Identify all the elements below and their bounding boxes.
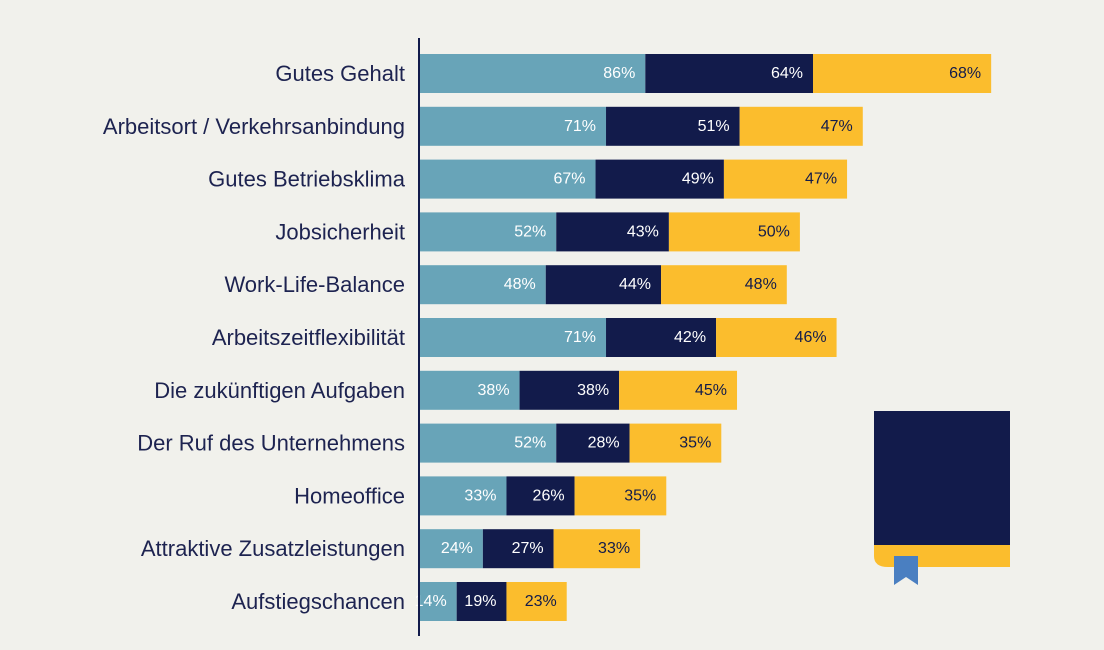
bar-segment-series-3 [619, 370, 738, 410]
category-label: Arbeitszeitflexibilität [212, 325, 405, 350]
bar-segment-series-1 [420, 54, 646, 93]
bar-segment-series-1 [420, 318, 607, 357]
value-label: 47% [805, 171, 837, 188]
value-label: 71% [564, 329, 596, 346]
bar-segment-series-3 [506, 582, 567, 621]
value-label: 50% [758, 223, 790, 240]
value-label: 48% [504, 276, 536, 293]
value-label: 49% [682, 171, 714, 188]
value-label: 24% [441, 540, 473, 557]
value-label: 67% [554, 171, 586, 188]
value-label: 52% [514, 435, 546, 452]
bar-segment-series-1 [420, 265, 546, 305]
bar-segment-series-3 [739, 106, 863, 146]
bar-segment-series-2 [645, 54, 813, 93]
category-label: Arbeitsort / Verkehrsanbindung [103, 114, 405, 139]
value-label: 71% [564, 118, 596, 135]
value-label: 35% [624, 487, 656, 504]
value-label: 38% [478, 382, 510, 399]
value-label: 14% [415, 593, 447, 610]
value-label: 38% [577, 382, 609, 399]
bar-segment-series-2 [482, 529, 554, 569]
value-label: 33% [598, 540, 630, 557]
bar-segment-series-3 [723, 159, 848, 199]
bar-segment-series-2 [519, 370, 620, 410]
bar-segment-series-3 [716, 318, 837, 357]
book-cover [874, 411, 1010, 547]
bar-segment-series-2 [595, 159, 724, 199]
value-label: 51% [698, 118, 730, 135]
category-label: Gutes Betriebsklima [208, 167, 406, 192]
bar-segment-series-2 [456, 582, 507, 621]
category-label: Die zukünftigen Aufgaben [154, 378, 405, 403]
value-label: 86% [603, 65, 635, 82]
bar-segment-series-1 [420, 582, 457, 621]
value-label: 27% [512, 540, 544, 557]
category-label: Work-Life-Balance [224, 272, 405, 297]
value-label: 33% [464, 487, 496, 504]
bar-segment-series-1 [420, 370, 520, 410]
value-label: 46% [795, 329, 827, 346]
category-labels: Gutes Gehalt Arbeitsort / Verkehrsanbindu… [103, 61, 406, 614]
value-label: 64% [771, 65, 803, 82]
bar-segment-series-2 [545, 265, 662, 305]
category-label: Aufstiegschancen [231, 589, 405, 614]
bar-segment-series-2 [606, 318, 717, 357]
value-label: 47% [821, 118, 853, 135]
category-label: Homeoffice [294, 483, 405, 508]
bar-segment-series-3 [574, 476, 667, 516]
bar-segment-series-1 [420, 106, 607, 146]
category-label: Attraktive Zusatzleistungen [141, 536, 405, 561]
bar-segment-series-3 [661, 265, 787, 305]
value-label: 43% [627, 223, 659, 240]
value-label: 45% [695, 382, 727, 399]
value-label: 23% [525, 593, 557, 610]
bar-segment-series-1 [420, 212, 557, 252]
value-label: 35% [679, 435, 711, 452]
category-label: Der Ruf des Unternehmens [137, 431, 405, 456]
value-label: 26% [533, 487, 565, 504]
bar-segment-series-2 [556, 212, 669, 252]
book-icon [874, 411, 1010, 585]
value-label: 68% [949, 65, 981, 82]
value-label: 28% [588, 435, 620, 452]
bar-segment-series-2 [506, 476, 575, 516]
bar-segment-series-2 [606, 106, 740, 146]
bar-segment-series-3 [813, 54, 992, 93]
bars-layer: 86% 64% 68% 71% 51% 47% 67% 49% 47% 52% 43% 50% 48% 4… [415, 54, 992, 621]
bar-segment-series-3 [553, 529, 641, 569]
bar-segment-series-1 [420, 529, 483, 569]
bar-segment-series-3 [668, 212, 800, 252]
value-label: 48% [745, 276, 777, 293]
bar-segment-series-3 [629, 423, 722, 463]
bar-segment-series-1 [420, 159, 596, 199]
value-label: 52% [514, 223, 546, 240]
value-label: 19% [464, 593, 496, 610]
category-label: Gutes Gehalt [275, 61, 405, 86]
book-bookmark [894, 556, 918, 585]
value-label: 42% [674, 329, 706, 346]
bar-segment-series-1 [420, 476, 507, 516]
category-label: Jobsicherheit [275, 219, 405, 244]
bar-segment-series-1 [420, 423, 557, 463]
bar-segment-series-2 [556, 423, 630, 463]
value-label: 44% [619, 276, 651, 293]
